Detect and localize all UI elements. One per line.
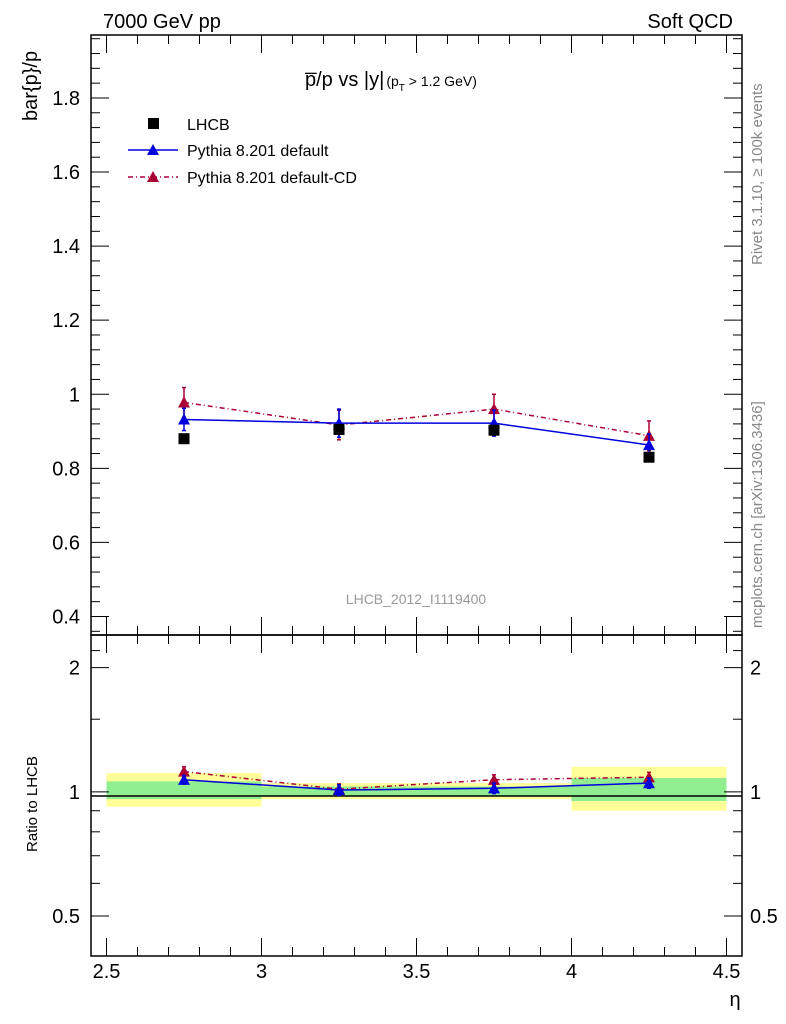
default-cd-point: [178, 396, 190, 408]
legend-label-lhcb: LHCB: [187, 117, 230, 134]
uncertainty-band-inner: [106, 781, 262, 800]
lhcb-point: [643, 451, 655, 463]
y-tick-label: 0.8: [52, 458, 80, 480]
default-point: [643, 439, 655, 451]
main-panel: 0.4 0.6 0.8 1 1.2 1.4 1.6 1.8 bar{p}/p p̅/p vs …: [20, 34, 743, 636]
rivet-note: Rivet 3.1.10, ≥ 100k events: [749, 83, 766, 265]
lhcb-point: [333, 423, 345, 435]
y-tick-label: 1.8: [52, 88, 80, 110]
y-tick-label: 1: [69, 384, 80, 406]
mcplots-note: mcplots.cern.ch [arXiv:1306.3436]: [749, 401, 766, 628]
y-tick-label: 0.4: [52, 606, 80, 628]
x-tick-label: 3: [256, 961, 267, 983]
title-sub-tail: > 1.2 GeV): [405, 73, 477, 89]
ratio-y-ticks: 0.5 0.5 1 1 2 2: [52, 650, 778, 957]
x-tick-label: 4.5: [713, 961, 741, 983]
x-tick-label: 3.5: [403, 961, 431, 983]
ratio-default-line: [183, 778, 650, 791]
x-tick-label: 4: [566, 961, 577, 983]
lhcb-point: [488, 424, 500, 436]
default-line: [183, 418, 650, 446]
ratio-default-cd-line: [183, 770, 650, 790]
title-sub-index: T: [399, 83, 405, 94]
default-cd-point: [488, 403, 500, 415]
ratio-panel: 0.5 0.5 1 1 2 2 Ratio to LHCB: [24, 634, 778, 957]
ratio-x-ticks: [106, 635, 727, 956]
lhcb-point: [178, 433, 190, 445]
main-y-axis-label: bar{p}/p: [20, 51, 42, 121]
title-main: p̅/p vs |y|: [305, 69, 384, 91]
ratio-default-point: [488, 782, 500, 794]
main-title: p̅/p vs |y| (pT > 1.2 GeV): [305, 69, 477, 94]
main-series: [178, 386, 655, 463]
y-tick-label: 1.4: [52, 236, 80, 258]
ratio-default-point: [178, 773, 190, 785]
legend-label-default: Pythia 8.201 default: [187, 143, 329, 160]
y-tick-label: 0.6: [52, 532, 80, 554]
y-tick-label: 2: [750, 658, 761, 680]
y-tick-label: 0.5: [52, 906, 80, 928]
analysis-id: LHCB_2012_I1119400: [346, 591, 487, 607]
y-tick-label: 1.6: [52, 162, 80, 184]
legend: LHCB Pythia 8.201 default Pythia 8.201 d…: [128, 117, 357, 187]
ratio-default-point: [333, 784, 345, 796]
x-axis-label: η: [729, 989, 740, 1011]
y-tick-label: 1.2: [52, 310, 80, 332]
ratio-default-point: [643, 777, 655, 789]
main-y-ticks: 0.4 0.6 0.8 1 1.2 1.4 1.6 1.8: [52, 38, 742, 632]
ratio-default-cd-point: [643, 771, 655, 783]
y-tick-label: 1: [750, 782, 761, 804]
ratio-default-cd-point: [178, 765, 190, 777]
legend-label-default-cd: Pythia 8.201 default-CD: [187, 170, 357, 187]
default-cd-line: [183, 401, 650, 437]
y-tick-label: 0.5: [750, 906, 778, 928]
legend-marker-lhcb: [148, 118, 159, 129]
default-point: [178, 413, 190, 425]
legend-marker-default: [147, 144, 159, 155]
ratio-y-axis-label: Ratio to LHCB: [24, 756, 41, 852]
header-left: 7000 GeV pp: [103, 11, 221, 33]
legend-marker-default-cd: [147, 171, 159, 182]
ratio-default-cd-point: [488, 773, 500, 785]
y-tick-label: 2: [69, 658, 80, 680]
x-tick-label: 2.5: [93, 961, 121, 983]
x-tick-labels: 2.5 3 3.5 4 4.5: [93, 961, 741, 983]
ratio-series: [178, 765, 655, 797]
header-right: Soft QCD: [647, 11, 733, 33]
title-sub: (p: [386, 73, 399, 89]
y-tick-label: 1: [69, 782, 80, 804]
main-x-ticks: [106, 35, 727, 635]
